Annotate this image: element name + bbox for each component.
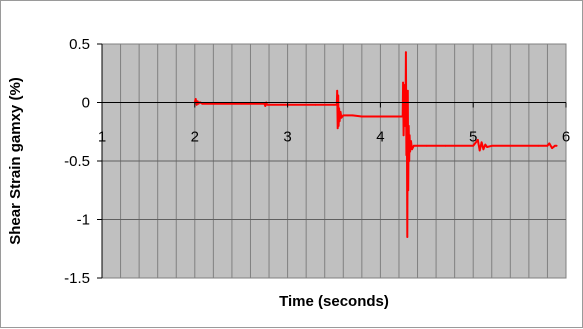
data-point (408, 160, 411, 162)
data-point (264, 105, 267, 107)
x-tick-label: 6 (562, 129, 570, 146)
data-point (347, 114, 349, 117)
data-point (407, 189, 410, 192)
data-point (416, 144, 419, 147)
data-point (411, 148, 413, 151)
x-tick-label: 5 (469, 129, 477, 146)
y-tick-label: -1.5 (64, 270, 90, 287)
data-point (402, 134, 405, 137)
data-point (360, 115, 363, 118)
data-point (486, 146, 488, 148)
data-point (554, 144, 556, 147)
data-point (476, 139, 479, 141)
data-point (196, 100, 199, 103)
data-point (410, 140, 412, 143)
data-point (406, 236, 409, 238)
data-point (338, 107, 340, 110)
data-point (444, 144, 447, 147)
data-point (548, 142, 551, 145)
data-point (406, 89, 409, 92)
data-point (351, 114, 354, 117)
data-point (339, 111, 342, 113)
data-point (338, 120, 341, 123)
data-point (405, 95, 408, 98)
data-point (194, 98, 197, 100)
data-point (212, 102, 215, 105)
data-point (537, 144, 540, 147)
data-point (342, 114, 345, 117)
data-point (509, 144, 512, 147)
data-point (402, 81, 404, 84)
x-tick-label: 1 (98, 129, 106, 146)
data-point (490, 144, 493, 147)
data-point (263, 102, 266, 105)
data-point (412, 144, 415, 147)
x-tick-label: 4 (376, 129, 384, 146)
data-point (546, 144, 549, 147)
y-tick-label: -0.5 (64, 153, 90, 170)
y-tick-label: 0 (82, 95, 90, 112)
data-point (408, 134, 411, 137)
data-point (478, 149, 481, 152)
data-point (314, 103, 317, 106)
data-point (340, 116, 343, 119)
x-tick-label: 2 (191, 129, 199, 146)
data-point (337, 125, 340, 127)
data-point (333, 103, 335, 106)
data-point (335, 103, 338, 106)
data-point (482, 148, 485, 151)
data-point (268, 103, 270, 106)
data-point (407, 125, 410, 127)
data-point (409, 150, 411, 153)
data-point (405, 51, 407, 54)
y-tick-label: 0.5 (69, 36, 90, 53)
data-point (405, 154, 408, 157)
data-point (551, 147, 553, 150)
data-point (240, 102, 243, 105)
data-point (336, 89, 339, 92)
data-point (480, 141, 483, 144)
data-point (401, 115, 404, 118)
y-tick-label: -1 (77, 212, 90, 229)
data-point (555, 144, 558, 147)
data-point (398, 115, 400, 118)
data-point (336, 127, 339, 130)
data-point (425, 144, 428, 147)
data-point (201, 102, 204, 105)
data-point (195, 103, 198, 106)
data-point (404, 84, 406, 86)
data-point (379, 115, 382, 118)
y-axis-title: Shear Strain gamxy (%) (7, 77, 24, 245)
x-axis-title: Time (seconds) (279, 293, 389, 310)
data-point (403, 89, 405, 92)
data-point (484, 143, 487, 146)
x-tick-label: 3 (283, 129, 291, 146)
data-point (472, 144, 475, 147)
data-point (266, 103, 269, 106)
data-point (404, 125, 407, 127)
data-point (337, 94, 340, 97)
